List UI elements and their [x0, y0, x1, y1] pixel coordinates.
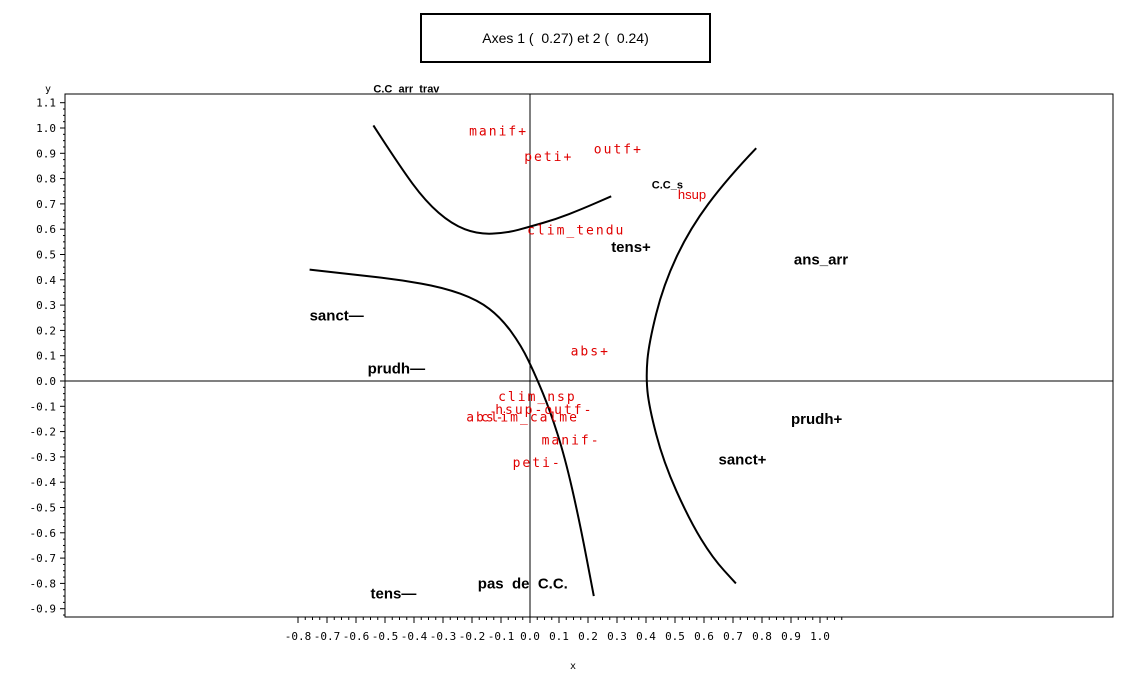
y-tick-label: -0.1	[30, 400, 57, 413]
point-label-red: hsup-outf-	[495, 403, 593, 418]
y-tick-label: -0.7	[30, 552, 57, 565]
x-tick-label: -0.6	[343, 630, 370, 643]
x-tick-label: 0.9	[781, 630, 801, 643]
point-label-red: hsup	[678, 187, 706, 202]
point-label-black: C.C_arr_trav	[373, 84, 440, 96]
x-tick-label: 0.8	[752, 630, 772, 643]
x-tick-label: 0.3	[607, 630, 627, 643]
point-label-red: clim_calme	[481, 410, 579, 425]
y-tick-label: -0.3	[30, 451, 57, 464]
x-tick-label: 0.4	[636, 630, 656, 643]
y-tick-label: 0.5	[36, 249, 56, 262]
y-tick-label: -0.4	[30, 476, 57, 489]
point-label-black: tens—	[371, 586, 417, 603]
point-label-red: clim_nsp	[498, 390, 577, 405]
y-tick-label: -0.8	[30, 577, 57, 590]
x-tick-label: -0.3	[430, 630, 457, 643]
y-tick-label: 0.2	[36, 324, 56, 337]
point-label-black: tens+	[611, 239, 651, 256]
x-tick-label: 0.6	[694, 630, 714, 643]
point-label-red: manif-	[542, 433, 601, 448]
y-tick-label: 1.0	[36, 122, 56, 135]
y-tick-label: 0.1	[36, 350, 56, 363]
chart-title-box: Axes 1 ( 0.27) et 2 ( 0.24)	[420, 13, 711, 63]
point-label-red: abs-	[466, 410, 505, 425]
y-tick-label: 1.1	[36, 97, 56, 110]
point-label-black: pas de C.C.	[478, 575, 568, 592]
point-label-red: manif+	[469, 125, 528, 140]
point-label-red: outf+	[594, 142, 643, 157]
chart-title: Axes 1 ( 0.27) et 2 ( 0.24)	[482, 30, 649, 46]
point-label-red: peti-	[513, 456, 562, 471]
x-tick-label: -0.4	[401, 630, 428, 643]
y-tick-label: -0.5	[30, 502, 57, 515]
x-tick-label: 0.1	[549, 630, 569, 643]
y-tick-label: 0.8	[36, 173, 56, 186]
point-label-black: prudh—	[368, 360, 426, 377]
point-label-black: prudh+	[791, 411, 842, 428]
x-tick-label: -0.1	[488, 630, 515, 643]
x-tick-label: 0.0	[520, 630, 540, 643]
point-label-black: sanct—	[310, 307, 364, 324]
x-tick-label: 0.2	[578, 630, 598, 643]
x-axis-label: x	[570, 661, 576, 672]
x-tick-label: 0.5	[665, 630, 685, 643]
x-tick-label: -0.5	[372, 630, 399, 643]
x-tick-label: 1.0	[810, 630, 830, 643]
point-label-black: sanct+	[719, 451, 767, 468]
curve-line	[309, 268, 595, 597]
y-tick-label: -0.2	[30, 426, 57, 439]
y-tick-label: 0.0	[36, 375, 56, 388]
y-tick-label: 0.3	[36, 299, 56, 312]
point-label-black: C.C_s	[652, 180, 683, 192]
x-tick-label: -0.8	[285, 630, 312, 643]
point-label-black: ans_arr	[794, 252, 848, 269]
y-axis-label: y	[45, 84, 51, 95]
y-tick-label: 0.7	[36, 198, 56, 211]
y-tick-label: 0.6	[36, 223, 56, 236]
y-tick-label: -0.9	[30, 603, 57, 616]
y-tick-label: -0.6	[30, 527, 57, 540]
y-tick-label: 0.4	[36, 274, 56, 287]
point-label-red: clim_tendu	[527, 223, 625, 238]
curve-line	[645, 147, 757, 585]
x-tick-label: 0.7	[723, 630, 743, 643]
point-label-red: peti+	[524, 150, 573, 165]
point-label-red: abs+	[571, 345, 610, 360]
x-tick-label: -0.2	[459, 630, 486, 643]
x-tick-label: -0.7	[314, 630, 341, 643]
y-tick-label: 0.9	[36, 147, 56, 160]
curve-line	[372, 124, 612, 235]
